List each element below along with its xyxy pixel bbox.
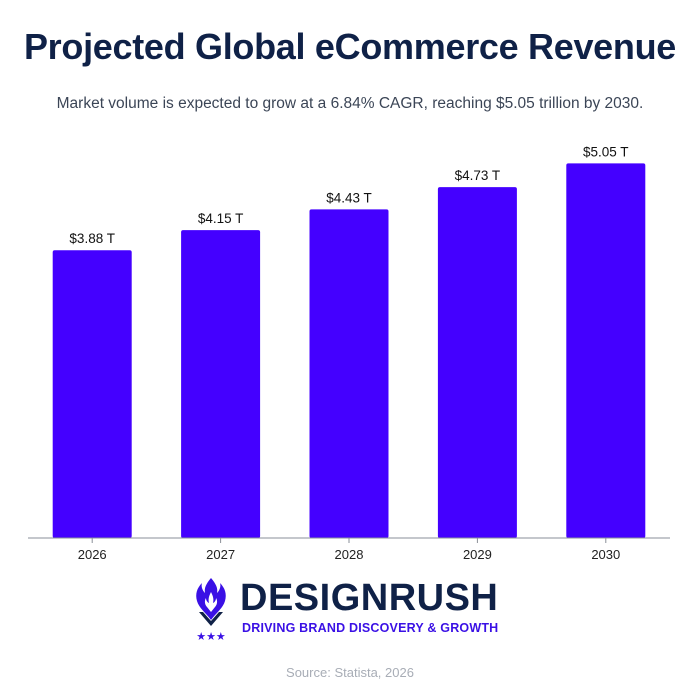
data-label-2027: $4.15 T: [198, 211, 244, 226]
designrush-emblem-icon: ★★★: [196, 578, 226, 642]
x-tick-label-2027: 2027: [206, 547, 235, 562]
x-tick-label-2030: 2030: [591, 547, 620, 562]
brand-tagline: DRIVING BRAND DISCOVERY & GROWTH: [242, 621, 499, 635]
bar-2027: [181, 230, 261, 538]
chart-subtitle: Market volume is expected to grow at a 6…: [56, 95, 644, 112]
x-tick-label-2029: 2029: [463, 547, 492, 562]
bar-2028: [309, 209, 389, 538]
brand-name: DESIGNRUSH: [240, 577, 499, 619]
bar-chart: $3.88 T 2026 $4.15 T 2027 $4.43 T 2028 $4.73 T…: [28, 144, 670, 562]
source-note: Source: Statista, 2026: [286, 665, 414, 680]
bar-2030: [566, 163, 646, 538]
data-label-2029: $4.73 T: [455, 168, 501, 183]
bar-2026: [52, 250, 132, 538]
svg-text:★★★: ★★★: [196, 630, 226, 642]
chart-title: Projected Global eCommerce Revenue: [23, 26, 677, 67]
designrush-logo: ★★★ DESIGNRUSH DRIVING BRAND DISCOVERY &…: [190, 576, 520, 642]
data-label-2026: $3.88 T: [69, 231, 115, 246]
x-tick-label-2028: 2028: [335, 547, 364, 562]
data-label-2030: $5.05 T: [583, 144, 629, 159]
x-tick-label-2026: 2026: [78, 547, 107, 562]
data-label-2028: $4.43 T: [326, 190, 372, 205]
bar-2029: [437, 187, 517, 538]
